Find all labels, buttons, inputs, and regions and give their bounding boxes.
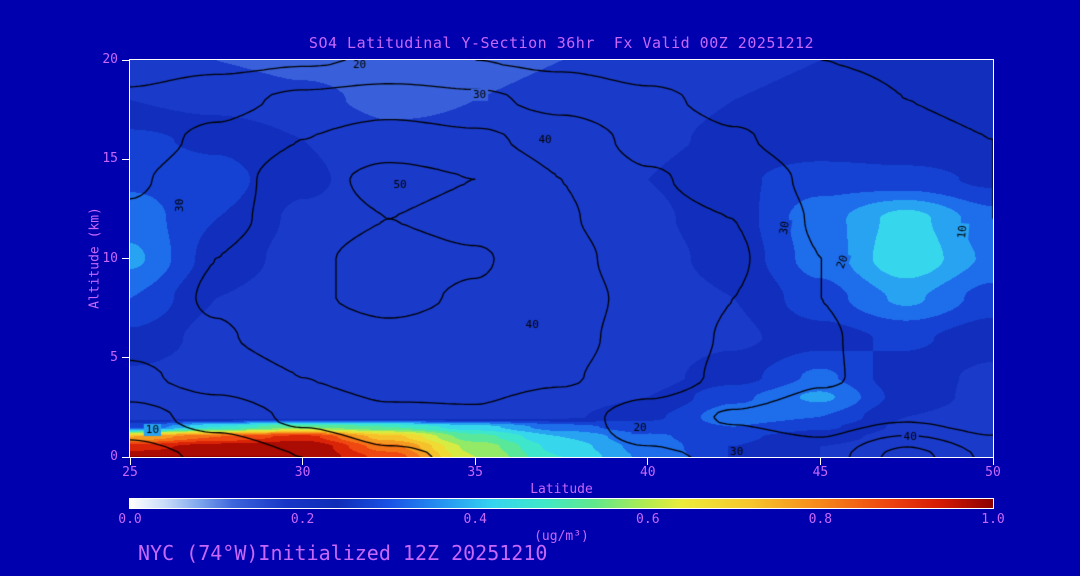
y-tick-mark bbox=[122, 258, 130, 259]
x-tick-mark bbox=[819, 458, 821, 465]
colorbar-tick-label: 0.8 bbox=[808, 512, 833, 527]
y-tick-label: 10 bbox=[102, 250, 118, 266]
x-axis-title: Latitude bbox=[530, 482, 593, 497]
y-tick-mark bbox=[122, 59, 130, 61]
x-tick-label: 40 bbox=[639, 465, 656, 480]
x-tick-label: 45 bbox=[812, 465, 829, 480]
y-tick-label: 20 bbox=[102, 52, 118, 67]
colorbar-tick-label: 0.4 bbox=[463, 512, 487, 527]
y-tick-mark bbox=[122, 456, 130, 458]
colorbar bbox=[129, 498, 994, 509]
colorbar-tick-label: 0.6 bbox=[636, 512, 660, 527]
y-tick-mark bbox=[122, 158, 130, 160]
x-tick-label: 25 bbox=[122, 465, 138, 480]
y-tick-label: 0 bbox=[110, 449, 118, 464]
x-tick-label: 50 bbox=[985, 465, 1001, 480]
colorbar-tick-label: 1.0 bbox=[981, 512, 1005, 527]
chart-title: SO4 Latitudinal Y-Section 36hr Fx Valid … bbox=[308, 34, 815, 52]
y-tick-mark bbox=[122, 357, 130, 359]
footer-annotation: NYC (74°W)Initialized 12Z 20251210 bbox=[138, 541, 548, 565]
y-tick-label: 5 bbox=[110, 349, 118, 365]
y-tick-label: 15 bbox=[102, 151, 118, 167]
x-tick-mark bbox=[129, 458, 131, 465]
colorbar-tick-label: 0.2 bbox=[290, 512, 315, 527]
so4-cross-section-heatmap bbox=[129, 59, 994, 458]
x-tick-mark bbox=[302, 458, 304, 465]
x-tick-mark bbox=[992, 458, 994, 465]
colorbar-units: (ug/m³) bbox=[534, 529, 589, 544]
colorbar-tick-label: 0.0 bbox=[118, 512, 142, 527]
x-tick-label: 35 bbox=[467, 465, 484, 480]
x-tick-label: 30 bbox=[294, 465, 311, 480]
x-tick-mark bbox=[474, 458, 476, 465]
x-tick-mark bbox=[647, 458, 649, 465]
